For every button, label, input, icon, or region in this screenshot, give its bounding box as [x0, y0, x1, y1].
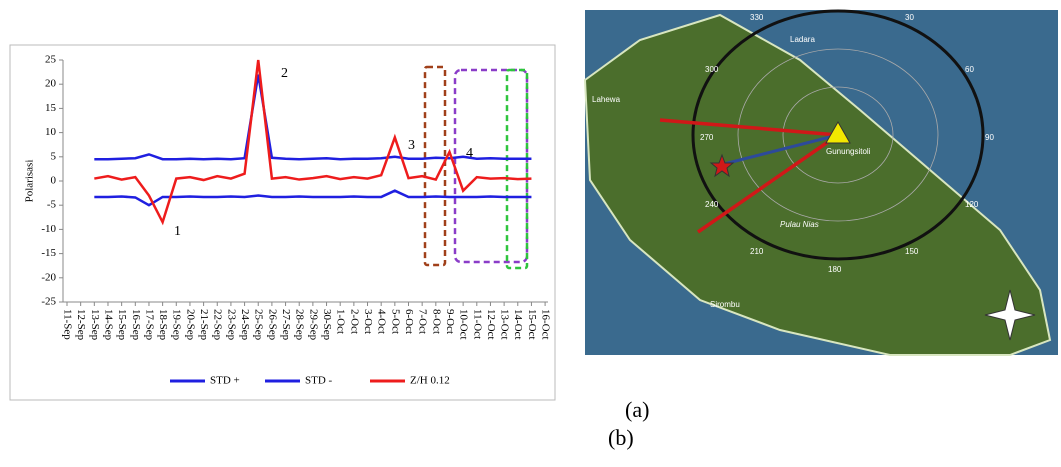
map-label: 270 — [700, 133, 714, 142]
range-circle — [737, 48, 939, 222]
map-label: 240 — [705, 200, 719, 209]
x-tick-label: 6-Oct — [403, 309, 415, 334]
x-tick-label: 3-Oct — [362, 309, 374, 334]
x-tick-label: 28-Sep — [294, 309, 306, 341]
y-tick-label: -5 — [47, 199, 57, 211]
x-tick-label: 12-Sep — [75, 309, 87, 341]
x-tick-label: 29-Sep — [307, 309, 319, 341]
series-line — [94, 189, 532, 207]
series-line — [94, 74, 532, 161]
x-tick-label: 16-Sep — [130, 309, 142, 341]
x-tick-label: 4-Oct — [376, 309, 388, 334]
x-tick-label: 11-Oct — [471, 309, 483, 339]
map-label: 180 — [828, 265, 842, 274]
map-label: 210 — [750, 247, 764, 256]
x-tick-label: 30-Sep — [321, 309, 333, 341]
annotation: 4 — [466, 146, 473, 161]
x-tick-label: 14-Oct — [512, 309, 524, 340]
highlight-box — [423, 65, 447, 267]
x-tick-label: 16-Oct — [540, 309, 552, 340]
x-tick-label: 7-Oct — [417, 309, 429, 334]
map-label: Gunungsitoli — [826, 147, 871, 156]
legend: STD + STD - Z/H 0.12 — [170, 375, 450, 387]
direction-line — [697, 133, 839, 234]
x-tick-label: 9-Oct — [444, 309, 456, 334]
y-tick-label: 15 — [45, 102, 57, 114]
x-tick-label: 14-Sep — [102, 309, 114, 341]
x-tick-label: 27-Sep — [280, 309, 292, 341]
map-label: 90 — [985, 133, 994, 142]
x-tick-label: 12-Oct — [485, 309, 497, 340]
y-tick-label: -15 — [41, 247, 56, 259]
x-tick-label: 15-Oct — [526, 309, 538, 340]
x-tick-label: 13-Sep — [89, 309, 101, 341]
compass — [984, 289, 1036, 341]
x-tick-label: 5-Oct — [389, 309, 401, 334]
x-tick-label: 21-Sep — [198, 309, 210, 341]
x-tick-label: 19-Sep — [171, 309, 183, 341]
x-tick-label: 2-Oct — [348, 309, 360, 334]
x-tick-label: 23-Sep — [225, 309, 237, 341]
annotation: 1 — [174, 224, 181, 239]
y-tick-label: 0 — [51, 175, 57, 187]
y-tick-label: 25 — [45, 54, 57, 66]
x-tick-label: 10-Oct — [458, 309, 470, 340]
highlight-box — [453, 68, 529, 264]
direction-line — [659, 118, 839, 137]
epicenter — [709, 153, 735, 178]
annotation: 2 — [281, 66, 288, 81]
map-label: Ladara — [790, 35, 815, 44]
y-tick-label: -25 — [41, 296, 56, 308]
x-tick-label: 18-Sep — [157, 309, 169, 341]
caption: (b) — [608, 425, 634, 450]
map: 330 30 60 90 120 150 180 210 240 270 300… — [583, 9, 1058, 356]
series-line — [94, 59, 532, 226]
y-tick-label: 10 — [45, 126, 57, 138]
x-tick-label: 13-Oct — [499, 309, 511, 340]
direction-line — [719, 133, 839, 167]
caption: (a) — [625, 397, 649, 422]
plot: -25 -20 -15 -10 -5 0 5 10 15 20 25 11-Sep 12-Sep 13-S… — [41, 54, 551, 341]
map-label: Pulau Nias — [780, 220, 819, 229]
map-label: 150 — [905, 247, 919, 256]
legend-label: STD - — [305, 375, 333, 387]
station — [825, 120, 851, 144]
map-label: Lahewa — [592, 95, 621, 104]
x-tick-label: 20-Sep — [184, 309, 196, 341]
legend-label: STD + — [210, 375, 240, 387]
annotation: 3 — [408, 138, 415, 153]
map-label: 30 — [905, 13, 914, 22]
y-axis-label: Polarisasi — [24, 160, 36, 203]
map-label: 120 — [965, 200, 979, 209]
x-tick-label: 25-Sep — [253, 309, 265, 341]
x-tick-label: 22-Sep — [212, 309, 224, 341]
x-tick-label: 24-Sep — [239, 309, 251, 341]
x-tick-label: 17-Sep — [143, 309, 155, 341]
island — [583, 13, 1052, 356]
y-tick-label: -10 — [41, 223, 56, 235]
highlight-box — [505, 68, 529, 270]
y-tick-label: -20 — [41, 271, 56, 283]
y-tick-label: 20 — [45, 78, 57, 90]
chart-frame — [9, 44, 556, 401]
map-label: 60 — [965, 65, 974, 74]
map-label: 300 — [705, 65, 719, 74]
x-tick-label: 11-Sep — [61, 309, 73, 340]
y-tick-label: 5 — [51, 150, 57, 162]
legend-label: Z/H 0.12 — [410, 375, 450, 387]
x-tick-label: 26-Sep — [266, 309, 278, 341]
map-label: 330 — [750, 13, 764, 22]
map-label: Sirombu — [710, 300, 740, 309]
x-tick-label: 15-Sep — [116, 309, 128, 341]
range-circle — [691, 9, 985, 261]
x-tick-label: 8-Oct — [430, 309, 442, 334]
x-tick-label: 1-Oct — [335, 309, 347, 334]
range-circle — [782, 86, 894, 184]
